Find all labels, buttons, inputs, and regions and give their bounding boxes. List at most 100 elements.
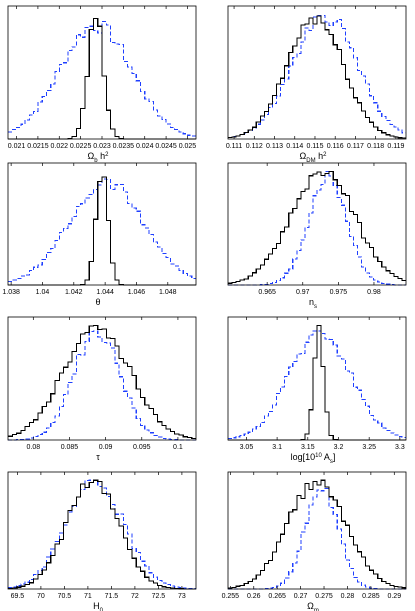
panel-5: 0.08 0.085 0.09 0.095 0.1 τ xyxy=(7,316,197,462)
x-tick-label-8-5: 0.28 xyxy=(341,593,355,600)
x-axis-label-part-6-0: log[10 xyxy=(291,452,316,462)
x-tick-label-6-3: 3.2 xyxy=(334,444,344,451)
x-tick-label-1-2: 0.022 xyxy=(51,143,69,150)
x-tick-label-1-5: 0.0235 xyxy=(113,143,135,150)
posterior-dashed-3 xyxy=(8,178,196,282)
x-axis-label-part-6-3: s xyxy=(330,459,333,465)
x-axis-label-part-6-1: 10 xyxy=(315,453,322,459)
x-tick-label-7-1: 70 xyxy=(37,593,45,600)
x-tick-label-5-0: 0.08 xyxy=(26,444,40,451)
panel-frame-3 xyxy=(7,162,197,286)
x-tick-label-3-4: 1.046 xyxy=(128,289,146,296)
x-tick-label-6-1: 3.1 xyxy=(272,444,282,451)
x-tick-label-4-3: 0.98 xyxy=(367,289,381,296)
x-tick-label-6-2: 3.15 xyxy=(301,444,315,451)
posterior-solid-4 xyxy=(228,170,406,284)
x-tick-label-7-7: 73 xyxy=(178,593,186,600)
x-tick-label-1-1: 0.0215 xyxy=(27,143,49,150)
x-tick-label-8-0: 0.255 xyxy=(222,593,240,600)
x-tick-label-1-3: 0.0225 xyxy=(70,143,92,150)
x-tick-label-1-0: 0.021 xyxy=(8,143,26,150)
x-axis-label-part-2-2: h xyxy=(316,151,324,161)
x-tick-label-5-1: 0.085 xyxy=(61,444,79,451)
x-tick-label-5-2: 0.09 xyxy=(99,444,113,451)
x-axis-label-part-3-0: θ xyxy=(95,297,100,307)
x-tick-label-2-8: 0.119 xyxy=(387,143,404,150)
x-tick-label-6-5: 3.3 xyxy=(395,444,405,451)
x-axis-label-part-6-4: ] xyxy=(333,452,336,462)
x-tick-label-3-3: 1.044 xyxy=(96,289,114,296)
x-tick-label-8-7: 0.29 xyxy=(387,593,401,600)
posterior-dashed-4 xyxy=(228,170,406,286)
x-tick-label-2-0: 0.111 xyxy=(226,143,243,150)
posterior-solid-8 xyxy=(228,479,406,589)
x-tick-label-3-5: 1.048 xyxy=(159,289,177,296)
posterior-solid-7 xyxy=(8,479,196,590)
posterior-dashed-6 xyxy=(228,330,406,440)
panel-2: 0.111 0.112 0.113 0.114 0.115 0.116 0.117 0.118… xyxy=(226,5,407,164)
x-tick-label-3-0: 1.038 xyxy=(2,289,20,296)
x-tick-label-2-4: 0.115 xyxy=(306,143,323,150)
x-axis-label-part-1-3: 2 xyxy=(105,152,109,158)
x-tick-label-2-1: 0.112 xyxy=(246,143,263,150)
panel-frame-2 xyxy=(227,5,407,140)
x-tick-label-2-6: 0.117 xyxy=(347,143,364,150)
posterior-dashed-8 xyxy=(228,487,406,590)
posterior-dashed-7 xyxy=(8,479,196,590)
x-tick-label-2-5: 0.116 xyxy=(327,143,344,150)
x-tick-label-1-6: 0.024 xyxy=(136,143,154,150)
x-tick-label-7-5: 72 xyxy=(131,593,139,600)
x-axis-label-part-5-0: τ xyxy=(96,452,100,462)
x-axis-label-part-4-1: s xyxy=(314,304,317,310)
panel-4: 0.965 0.97 0.975 0.98 ns xyxy=(227,162,407,310)
posterior-solid-5 xyxy=(8,325,196,440)
panel-frame-6 xyxy=(227,316,407,441)
x-tick-label-4-0: 0.965 xyxy=(258,289,276,296)
x-tick-label-7-0: 69.5 xyxy=(11,593,25,600)
x-tick-label-7-3: 71 xyxy=(84,593,92,600)
x-tick-label-3-1: 1.04 xyxy=(36,289,50,296)
x-axis-label-4: ns xyxy=(309,297,317,310)
x-axis-label-part-7-1: 0 xyxy=(100,608,104,611)
panel-frame-7 xyxy=(7,471,197,590)
posterior-dashed-5 xyxy=(8,330,196,441)
panel-1: 0.021 0.0215 0.022 0.0225 0.023 0.0235 0.024 0.… xyxy=(7,5,197,164)
x-tick-label-1-4: 0.023 xyxy=(93,143,111,150)
x-tick-label-5-4: 0.1 xyxy=(173,444,183,451)
x-tick-label-7-4: 71.5 xyxy=(105,593,119,600)
x-tick-label-1-7: 0.0245 xyxy=(155,143,177,150)
x-axis-label-6: log[1010 As] xyxy=(291,452,336,465)
x-axis-label-3: θ xyxy=(95,297,100,307)
x-tick-label-8-1: 0.26 xyxy=(247,593,261,600)
x-tick-label-8-2: 0.265 xyxy=(268,593,286,600)
x-tick-label-2-2: 0.113 xyxy=(266,143,283,150)
x-axis-label-2: ΩDM h2 xyxy=(300,151,328,164)
x-tick-label-6-4: 3.25 xyxy=(362,444,376,451)
x-axis-label-part-2-0: Ω xyxy=(300,151,307,161)
x-tick-label-1-8: 0.025 xyxy=(179,143,197,150)
x-tick-label-3-2: 1.042 xyxy=(65,289,83,296)
x-axis-label-8: Ωm xyxy=(307,601,319,611)
x-tick-label-8-4: 0.275 xyxy=(315,593,333,600)
x-axis-label-1: Ωb h2 xyxy=(88,151,110,164)
x-tick-label-7-6: 72.5 xyxy=(152,593,166,600)
x-tick-label-4-2: 0.975 xyxy=(330,289,348,296)
x-tick-label-6-0: 3.05 xyxy=(240,444,254,451)
posterior-dashed-2 xyxy=(228,14,406,138)
x-tick-label-5-3: 0.095 xyxy=(133,444,151,451)
x-axis-label-part-8-0: Ω xyxy=(307,601,314,611)
x-tick-label-2-3: 0.114 xyxy=(286,143,303,150)
panel-frame-5 xyxy=(7,316,197,441)
x-tick-label-8-6: 0.285 xyxy=(362,593,380,600)
panel-8: 0.255 0.26 0.265 0.27 0.275 0.28 0.285 0.29 Ωm xyxy=(222,471,407,611)
panel-7: 69.5 70 70.5 71 71.5 72 72.5 73 H0 xyxy=(7,471,197,611)
panel-6: 3.05 3.1 3.15 3.2 3.25 3.3 log[1010 As] xyxy=(227,316,407,465)
x-tick-label-2-7: 0.118 xyxy=(367,143,384,150)
x-axis-label-part-2-3: 2 xyxy=(323,152,327,158)
x-axis-label-part-1-2: h xyxy=(98,151,106,161)
x-tick-label-8-3: 0.27 xyxy=(294,593,308,600)
panel-frame-8 xyxy=(227,471,407,590)
x-axis-label-7: H0 xyxy=(93,601,104,611)
